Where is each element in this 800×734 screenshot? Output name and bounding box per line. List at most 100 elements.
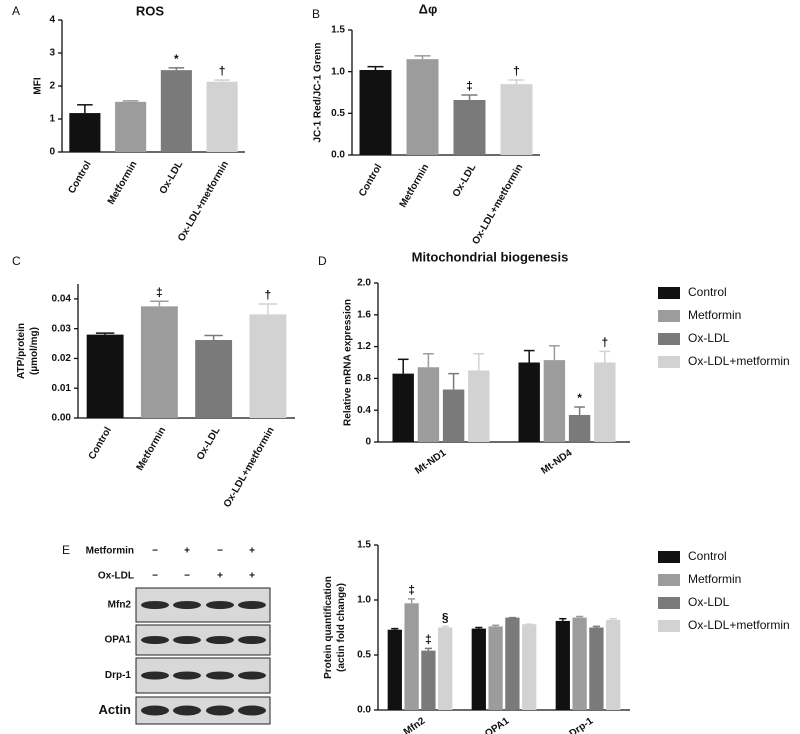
y-tick-label: 0.03: [52, 323, 72, 334]
y-tick-label: 0: [49, 147, 55, 158]
y-tick-label: 0.01: [52, 383, 72, 394]
y-tick-label: 0.5: [331, 108, 345, 119]
y-tick-label: 0.0: [357, 705, 371, 716]
x-tick-label: Ox-LDL+metformin: [176, 159, 231, 243]
panel-label: E: [62, 543, 70, 557]
blot-band: [206, 601, 234, 609]
bar: [518, 362, 540, 442]
bar: [453, 100, 486, 155]
x-tick-label: Drp-1: [568, 715, 596, 734]
bar: [392, 373, 414, 442]
legend-label: Control: [688, 549, 727, 563]
bar: [522, 624, 537, 710]
condition-sign: +: [217, 571, 223, 582]
blot-band: [173, 671, 201, 680]
condition-sign: −: [152, 546, 158, 557]
y-tick-label: 0.02: [52, 353, 72, 364]
annotation: †: [513, 64, 520, 78]
annotation: ‡: [408, 583, 415, 597]
bar: [421, 650, 436, 710]
bar: [471, 628, 486, 710]
bar: [387, 629, 402, 710]
bar: [555, 620, 570, 710]
blot-band: [173, 636, 201, 644]
y-tick-label: 1.6: [357, 309, 371, 320]
legend-swatch: [658, 574, 680, 586]
y-tick-label: 1.2: [357, 341, 371, 352]
x-tick-label: Ox-LDL: [158, 159, 186, 196]
chart-title: ROS: [136, 3, 165, 18]
legend-label: Metformin: [688, 572, 741, 586]
panel-label: A: [12, 4, 20, 18]
panel-label: B: [312, 7, 320, 21]
y-tick-label: 1.0: [331, 66, 345, 77]
blot-bands: Mfn2 OPA1 Drp-1 Actin: [99, 587, 271, 725]
bar: [69, 113, 101, 152]
x-tick-label: Ox-LDL+metformin: [470, 162, 525, 246]
legend-swatch: [658, 310, 680, 322]
blot-band: [141, 671, 169, 680]
blot-band: [206, 671, 234, 680]
bar: [249, 314, 287, 418]
condition-label: Metformin: [86, 546, 134, 557]
blot-band: [238, 636, 266, 644]
condition-sign: +: [249, 571, 255, 582]
bar: [500, 84, 533, 155]
y-axis-label: (µmol/mg): [29, 327, 40, 375]
annotation: ‡: [156, 285, 163, 299]
bar: [404, 603, 419, 710]
bar: [417, 367, 440, 442]
bar: [86, 334, 124, 418]
x-tick-label: Mt-ND1: [413, 447, 448, 476]
band-label: Actin: [99, 702, 132, 717]
y-tick-label: 0.5: [357, 650, 371, 661]
condition-sign: −: [152, 571, 158, 582]
y-tick-label: 1.5: [331, 25, 345, 36]
blot-band: [238, 705, 266, 716]
bar: [406, 59, 439, 155]
bar: [589, 627, 604, 710]
bar: [160, 70, 192, 152]
annotation: †: [601, 336, 608, 350]
blot-band: [173, 601, 201, 609]
legend-swatch: [658, 597, 680, 609]
blot-band: [173, 705, 201, 716]
band-label: OPA1: [105, 635, 132, 646]
legend-label: Ox-LDL+metformin: [688, 354, 790, 368]
bar: [206, 81, 238, 152]
y-axis-label: JC-1 Red/JC-1 Grenn: [313, 42, 324, 142]
y-axis-label: ATP/protein: [16, 323, 27, 379]
western-blot: E Metformin − + − + Ox-LDL − − + + Mfn2 O…: [62, 543, 271, 725]
y-axis-label: Protein quantification: [323, 576, 334, 679]
x-tick-label: Metformin: [398, 162, 432, 209]
y-tick-label: 3: [49, 48, 55, 59]
y-axis-label: Relative mRNA expression: [343, 299, 354, 426]
legend-label: Ox-LDL: [688, 595, 730, 609]
x-tick-label: Mfn2: [402, 715, 428, 734]
bar: [594, 362, 616, 442]
bar: [488, 626, 503, 710]
annotation: †: [219, 64, 226, 78]
y-tick-label: 1.0: [357, 595, 371, 606]
y-tick-label: 2: [49, 81, 55, 92]
condition-sign: +: [249, 546, 255, 557]
x-tick-label: Ox-LDL: [451, 162, 479, 199]
y-tick-label: 0.04: [52, 294, 72, 305]
annotation: †: [265, 288, 272, 302]
y-tick-label: 0.8: [357, 373, 371, 384]
legend-swatch: [658, 356, 680, 368]
panel-label: D: [318, 254, 327, 268]
blot-band: [206, 636, 234, 644]
blot-band: [206, 705, 234, 716]
legend-swatch: [658, 333, 680, 345]
y-tick-label: 0.0: [331, 150, 345, 161]
x-tick-label: Ox-LDL: [195, 425, 223, 462]
x-tick-label: Metformin: [106, 159, 140, 206]
legend-label: Metformin: [688, 308, 741, 322]
y-axis-label: (actin fold change): [336, 583, 347, 672]
legend-label: Ox-LDL: [688, 331, 730, 345]
legend-swatch: [658, 287, 680, 299]
x-tick-label: Metformin: [135, 425, 169, 472]
annotation: *: [174, 52, 179, 66]
